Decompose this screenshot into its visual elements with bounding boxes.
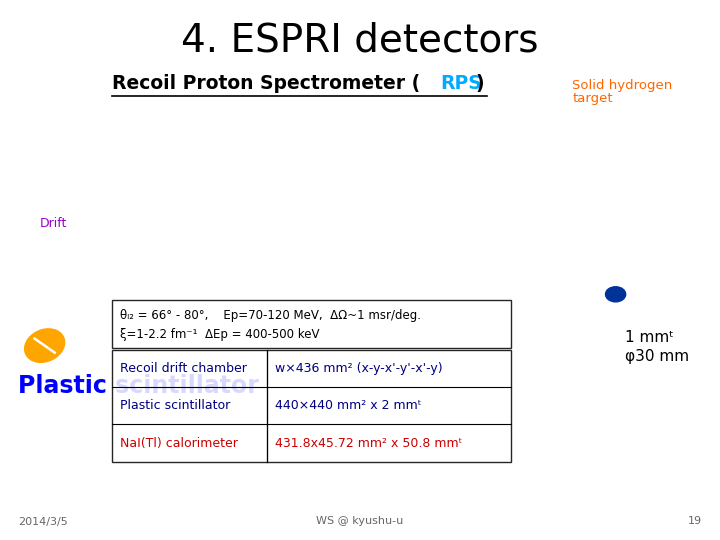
Text: Plastic scintillator: Plastic scintillator — [120, 399, 230, 413]
FancyBboxPatch shape — [112, 350, 511, 462]
FancyBboxPatch shape — [112, 300, 511, 348]
Text: 440×440 mm² x 2 mmᵗ: 440×440 mm² x 2 mmᵗ — [274, 399, 421, 413]
Text: ): ) — [475, 74, 484, 93]
Circle shape — [606, 287, 626, 302]
Text: w×436 mm² (x-y-x'-y'-x'-y): w×436 mm² (x-y-x'-y'-x'-y) — [274, 362, 442, 375]
Text: 4. ESPRI detectors: 4. ESPRI detectors — [181, 22, 539, 59]
Text: NaI(Tl) calorimeter: NaI(Tl) calorimeter — [120, 436, 238, 450]
Text: Drift: Drift — [40, 217, 67, 230]
Text: 19: 19 — [688, 516, 702, 526]
Ellipse shape — [24, 329, 65, 362]
Text: 431.8x45.72 mm² x 50.8 mmᵗ: 431.8x45.72 mm² x 50.8 mmᵗ — [274, 436, 462, 450]
Text: θₗ₂ = 66° - 80°,    Ep=70-120 MeV,  ΔΩ~1 msr/deg.: θₗ₂ = 66° - 80°, Ep=70-120 MeV, ΔΩ~1 msr… — [120, 309, 421, 322]
Text: RPS: RPS — [441, 74, 482, 93]
Text: Plastic scintillator: Plastic scintillator — [18, 374, 259, 398]
Text: Solid hydrogen: Solid hydrogen — [572, 79, 672, 92]
Text: Recoil Proton Spectrometer (: Recoil Proton Spectrometer ( — [112, 74, 420, 93]
Text: Recoil drift chamber: Recoil drift chamber — [120, 362, 247, 375]
Text: φ30 mm: φ30 mm — [625, 349, 689, 364]
Text: ξ=1-2.2 fm⁻¹  ΔEp = 400-500 keV: ξ=1-2.2 fm⁻¹ ΔEp = 400-500 keV — [120, 328, 320, 341]
Text: 1 mmᵗ: 1 mmᵗ — [625, 330, 674, 345]
Text: 2014/3/5: 2014/3/5 — [18, 516, 68, 526]
Text: target: target — [572, 92, 613, 105]
Text: WS @ kyushu-u: WS @ kyushu-u — [316, 516, 404, 526]
